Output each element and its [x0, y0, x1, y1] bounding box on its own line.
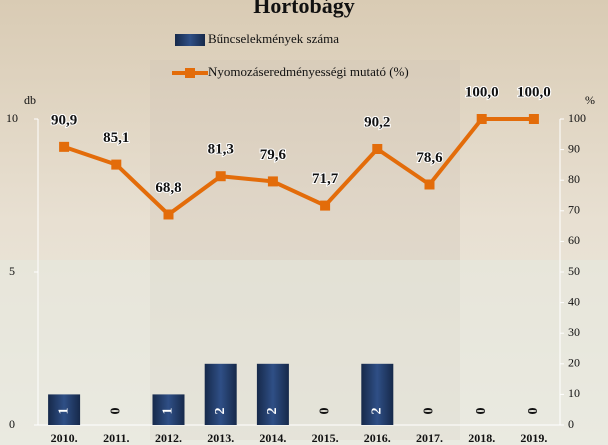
bar [152, 394, 185, 425]
x-tick-label: 2011. [103, 431, 129, 445]
chart-title: Hortobágy [253, 0, 354, 18]
bar-value-label: 1 [56, 408, 71, 415]
legend-label: Bűncselekmények száma [208, 31, 339, 46]
y2-tick-label: 20 [568, 356, 580, 370]
x-tick-label: 2010. [51, 431, 78, 445]
bar [256, 363, 289, 425]
bar-value-label: 0 [526, 408, 541, 415]
y2-tick-label: 10 [568, 386, 580, 400]
line-value-label: 78,6 [416, 150, 443, 166]
y-axis-label: db [24, 93, 36, 107]
y2-tick-label: 50 [568, 264, 580, 278]
y2-tick-label: 0 [568, 417, 574, 431]
y2-tick-label: 90 [568, 141, 580, 155]
legend-label: Nyomozáseredményességi mutató (%) [208, 64, 409, 79]
y-tick-label: 10 [6, 111, 18, 125]
legend-swatch [175, 34, 205, 46]
bar-value-label: 1 [161, 408, 176, 415]
x-tick-label: 2017. [416, 431, 443, 445]
legend-swatch-marker [185, 68, 195, 78]
line-marker [320, 200, 331, 211]
bar-value-label: 0 [317, 408, 332, 415]
bar-value-label: 0 [422, 408, 437, 415]
bar [204, 363, 237, 425]
line-value-label: 71,7 [312, 171, 339, 187]
line-value-label: 90,2 [364, 114, 390, 130]
line-marker [59, 141, 70, 152]
bar-value-label: 2 [213, 408, 228, 415]
bar-value-label: 2 [265, 408, 280, 415]
line-marker [528, 114, 539, 124]
line-marker [424, 179, 435, 190]
line-marker [372, 143, 383, 154]
line-value-label: 68,8 [155, 180, 181, 196]
x-tick-label: 2019. [520, 431, 547, 445]
line-marker [267, 176, 278, 187]
x-tick-label: 2014. [259, 431, 286, 445]
x-tick-label: 2016. [364, 431, 391, 445]
line-value-label: 100,0 [465, 84, 499, 100]
line-marker [476, 114, 487, 124]
line-value-label: 79,6 [260, 147, 287, 163]
line-marker [111, 159, 122, 170]
x-tick-label: 2012. [155, 431, 182, 445]
x-tick-label: 2018. [468, 431, 495, 445]
y2-tick-label: 60 [568, 233, 580, 247]
bar-value-label: 0 [109, 408, 124, 415]
y2-tick-label: 80 [568, 172, 580, 186]
ground-shape [0, 260, 608, 445]
line [63, 117, 534, 218]
line-value-label: 85,1 [103, 130, 129, 146]
y-tick-label: 5 [9, 264, 15, 278]
line-value-label: 90,9 [51, 112, 77, 128]
bar [361, 363, 394, 425]
bar-value-label: 0 [474, 408, 489, 415]
y2-tick-label: 70 [568, 203, 580, 217]
x-tick-label: 2013. [207, 431, 234, 445]
y2-axis-label: % [585, 93, 595, 107]
y2-tick-label: 40 [568, 294, 580, 308]
line-marker [163, 209, 174, 220]
x-tick-label: 2015. [312, 431, 339, 445]
line-marker [215, 171, 226, 182]
bar-value-label: 2 [370, 408, 385, 415]
line-value-label: 81,3 [208, 142, 234, 158]
y2-tick-label: 100 [568, 111, 586, 125]
y-tick-label: 0 [9, 417, 15, 431]
bar [48, 394, 81, 425]
y2-tick-label: 30 [568, 325, 580, 339]
line-value-label: 100,0 [517, 84, 551, 100]
